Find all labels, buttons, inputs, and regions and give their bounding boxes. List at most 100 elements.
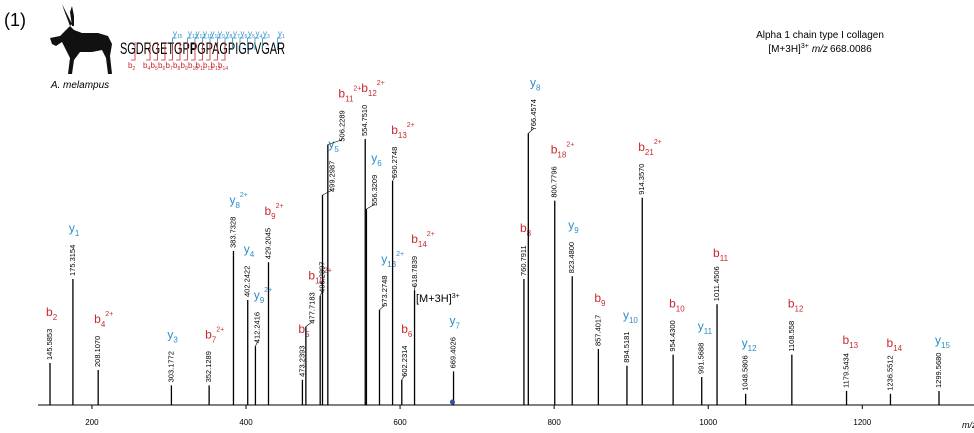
ion-index: 8 bbox=[527, 229, 532, 238]
ion-label: b9 bbox=[594, 291, 606, 308]
ion-charge: 2+ bbox=[377, 80, 385, 87]
ion-label: b10 bbox=[669, 297, 685, 314]
ion-letter: y bbox=[241, 29, 245, 38]
b-fragment-label: b9 bbox=[181, 61, 188, 72]
ion-charge: 2+ bbox=[654, 139, 662, 146]
peak-mz-label: 573.2748 bbox=[380, 276, 389, 307]
peak-mz-label: 412.2416 bbox=[253, 312, 262, 343]
y-bracket bbox=[232, 37, 237, 50]
ion-index: 5 bbox=[155, 66, 158, 72]
ion-letter: b bbox=[638, 140, 645, 154]
ion-letter: y bbox=[381, 252, 387, 266]
ion-label: y1 bbox=[69, 221, 80, 238]
peak-mz-label: 303.1772 bbox=[166, 351, 175, 382]
ion-letter: b bbox=[196, 61, 201, 70]
ion-letter: b bbox=[94, 312, 101, 326]
ion-charge: 2+ bbox=[105, 311, 113, 318]
ion-index: 10 bbox=[192, 66, 198, 72]
b-bracket bbox=[221, 42, 226, 61]
ion-index: 8 bbox=[235, 201, 240, 210]
y-fragment-label: y15 bbox=[173, 29, 183, 40]
precursor-marker bbox=[449, 399, 455, 405]
ion-charge: 2+ bbox=[427, 231, 435, 238]
ion-letter: b bbox=[298, 322, 305, 336]
ion-label: b11 2+ bbox=[338, 86, 361, 104]
b-fragment-label: b2 bbox=[128, 61, 135, 72]
peak-mz-label: 991.5688 bbox=[697, 343, 706, 374]
y-bracket bbox=[277, 37, 282, 50]
ion-charge: 2+ bbox=[353, 86, 361, 93]
ion-index: 4 bbox=[147, 66, 150, 72]
y-fragment-label: y9 bbox=[218, 29, 225, 40]
peak-mz-label: 1011.4506 bbox=[712, 266, 721, 301]
ion-label: y8 bbox=[530, 75, 541, 92]
label-leader bbox=[392, 175, 396, 182]
ion-index: 3 bbox=[173, 335, 178, 344]
peak-mz-label: 1236.5512 bbox=[885, 355, 894, 390]
ion-index: 14 bbox=[222, 66, 228, 72]
b-fragment-label: b10 bbox=[188, 61, 198, 72]
ion-letter: b bbox=[203, 61, 208, 70]
ion-charge: 2+ bbox=[407, 122, 415, 129]
peak-mz-label: 352.1289 bbox=[204, 351, 213, 382]
ion-label: y7 bbox=[450, 313, 461, 330]
peak-mz-label: 145.5853 bbox=[45, 329, 54, 360]
peak-mz-label: 800.7796 bbox=[550, 166, 559, 197]
peak-mz-label: 618.7839 bbox=[410, 256, 419, 287]
peak-mz-label: 554.7510 bbox=[360, 105, 369, 136]
ion-label: y12 bbox=[742, 336, 757, 353]
ion-label: b4 2+ bbox=[94, 311, 113, 329]
ion-letter: y bbox=[263, 29, 267, 38]
ion-index: 6 bbox=[377, 159, 382, 168]
y-fragment-label: y6 bbox=[241, 29, 248, 40]
b-fragment-label: b11 bbox=[196, 61, 206, 72]
ion-index: 14 bbox=[893, 344, 902, 353]
peak-mz-label: 1179.5434 bbox=[842, 353, 851, 388]
ion-letter: y bbox=[233, 29, 237, 38]
b-fragment-label: b7 bbox=[166, 61, 173, 72]
ion-index: 12 bbox=[368, 89, 377, 98]
ion-letter: b bbox=[886, 336, 893, 350]
y-bracket bbox=[254, 37, 259, 50]
ion-label: b132+ bbox=[391, 122, 415, 140]
ion-index: 2 bbox=[132, 66, 135, 72]
ion-index: 13 bbox=[215, 66, 221, 72]
ion-index: 2 bbox=[53, 313, 58, 322]
ion-label: b8 bbox=[520, 221, 532, 238]
peak-mz-label: 506.2289 bbox=[337, 110, 346, 141]
ion-letter: b bbox=[594, 291, 601, 305]
b-bracket bbox=[176, 42, 181, 61]
peak-mz-label: 499.2987 bbox=[327, 161, 336, 192]
x-axis-title: m/z bbox=[962, 420, 974, 430]
y-fragment-label: y1 bbox=[278, 29, 285, 40]
y-fragment-label: y10 bbox=[211, 29, 221, 40]
ion-label: y6 bbox=[371, 151, 382, 168]
peak-mz-label: 894.5181 bbox=[622, 332, 631, 363]
b-fragment-label: b13 bbox=[211, 61, 221, 72]
ion-letter: b bbox=[166, 61, 171, 70]
ion-index: 9 bbox=[601, 299, 606, 308]
ion-letter: b bbox=[401, 322, 408, 336]
ion-label: b5 bbox=[298, 322, 310, 339]
ion-index: 5 bbox=[305, 330, 310, 339]
label-leader bbox=[327, 139, 343, 145]
b-bracket bbox=[161, 42, 166, 61]
ion-letter: b bbox=[308, 269, 315, 283]
peak-mz-label: 760.7911 bbox=[519, 245, 528, 276]
ion-letter: y bbox=[211, 29, 215, 38]
ion-label: b212+ bbox=[638, 139, 662, 157]
ion-index: 5 bbox=[334, 145, 339, 154]
ion-index: 4 bbox=[260, 34, 263, 40]
y-fragment-label: y5 bbox=[248, 29, 255, 40]
ion-letter: y bbox=[167, 327, 173, 341]
ion-letter: y bbox=[188, 29, 192, 38]
ion-label: b122+ bbox=[361, 80, 385, 98]
ion-index: 21 bbox=[645, 148, 654, 157]
b-bracket bbox=[198, 42, 203, 61]
seq-part: SGDRGETGP bbox=[120, 39, 190, 58]
ion-index: 9 bbox=[185, 66, 188, 72]
ion-index: 15 bbox=[941, 341, 950, 350]
ion-letter: y bbox=[173, 29, 177, 38]
label-leader bbox=[528, 128, 535, 134]
b-fragment-label: b5 bbox=[151, 61, 158, 72]
